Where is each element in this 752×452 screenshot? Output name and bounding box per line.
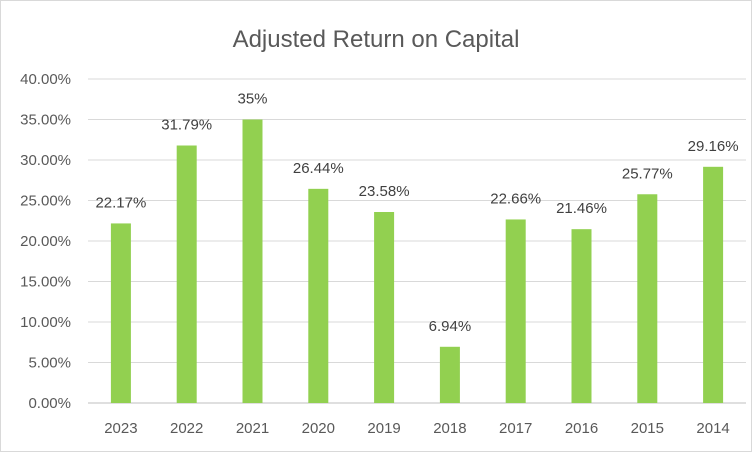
data-label-2019: 23.58% (359, 183, 410, 200)
x-tick-label: 2021 (236, 420, 269, 437)
y-axis-tick-labels: 0.00% 5.00% 10.00% 15.00% 20.00% 25.00% 30.00%… (20, 71, 71, 412)
y-tick-label: 5.00% (28, 355, 71, 372)
y-tick-label: 10.00% (20, 314, 71, 331)
bars (110, 119, 724, 403)
y-tick-label: 25.00% (20, 193, 71, 210)
x-tick-label: 2022 (170, 420, 203, 437)
x-axis-tick-labels: 2023 2022 2021 2020 2019 2018 2017 2016 2015 2014 (104, 420, 730, 437)
x-tick-label: 2018 (433, 420, 466, 437)
data-label-2014: 29.16% (688, 138, 739, 155)
x-tick-label: 2019 (367, 420, 400, 437)
bar-2021 (242, 119, 263, 403)
bar-2023 (110, 223, 131, 403)
data-label-2021: 35% (237, 91, 267, 108)
x-tick-label: 2014 (696, 420, 729, 437)
data-label-2020: 26.44% (293, 160, 344, 177)
x-tick-label: 2015 (631, 420, 664, 437)
gridlines (88, 78, 746, 404)
bar-2016 (571, 229, 592, 403)
data-labels: 22.17% 31.79% 35% 26.44% 23.58% 6.94% 22.66% 21… (95, 91, 738, 335)
chart-title: Adjusted Return on Capital (233, 26, 520, 53)
bar-2014 (703, 166, 724, 403)
bar-2017 (505, 219, 526, 403)
x-tick-label: 2017 (499, 420, 532, 437)
bar-2022 (176, 145, 197, 403)
x-tick-label: 2016 (565, 420, 598, 437)
data-label-2022: 31.79% (161, 117, 212, 134)
bar-2020 (308, 188, 329, 403)
bar-2018 (439, 346, 460, 403)
bar-2019 (374, 212, 395, 403)
data-label-2023: 22.17% (95, 194, 146, 211)
y-tick-label: 30.00% (20, 152, 71, 169)
y-tick-label: 0.00% (28, 395, 71, 412)
y-tick-label: 35.00% (20, 112, 71, 129)
data-label-2017: 22.66% (490, 190, 541, 207)
data-label-2016: 21.46% (556, 200, 607, 217)
y-tick-label: 40.00% (20, 71, 71, 88)
y-tick-label: 20.00% (20, 233, 71, 250)
x-tick-label: 2023 (104, 420, 137, 437)
data-label-2015: 25.77% (622, 165, 673, 182)
data-label-2018: 6.94% (429, 318, 472, 335)
bar-2015 (637, 194, 658, 403)
y-tick-label: 15.00% (20, 274, 71, 291)
x-tick-label: 2020 (302, 420, 335, 437)
